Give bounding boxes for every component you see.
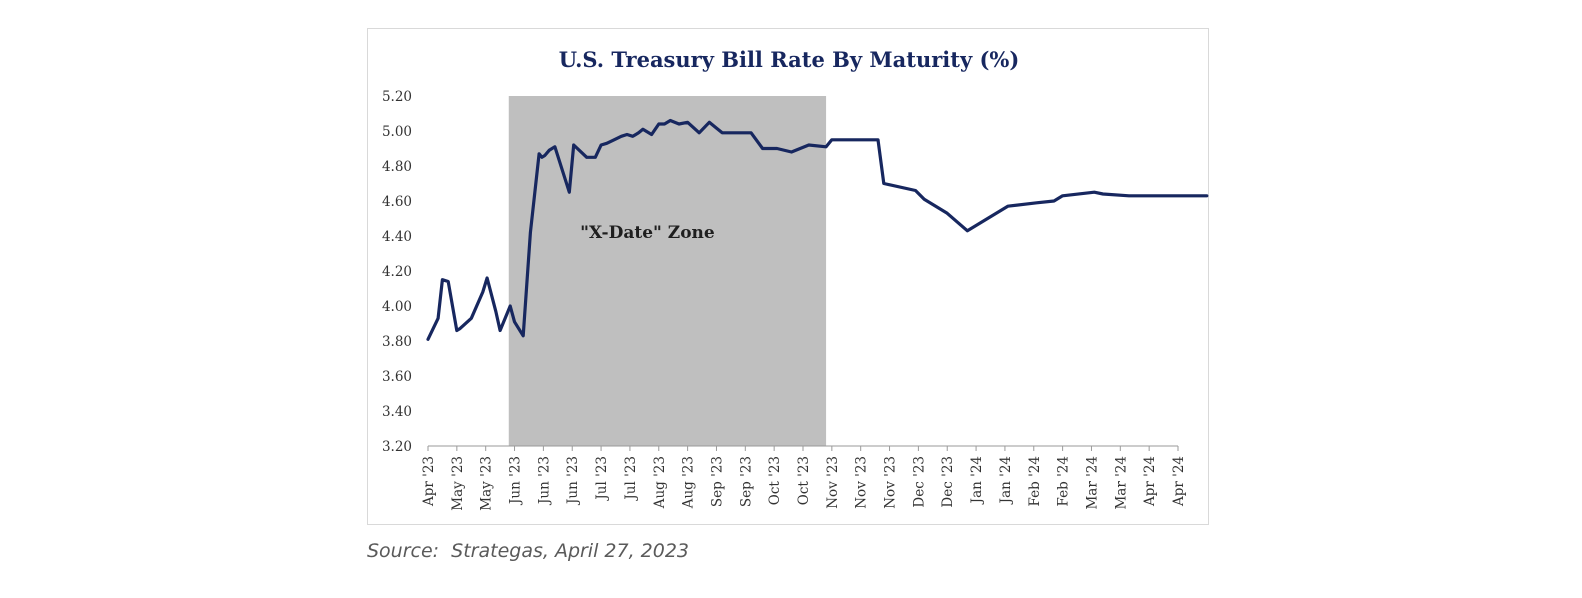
- x-tick-label: May '23: [450, 456, 466, 511]
- x-tick-label: Jan '24: [969, 456, 985, 505]
- zone-label: "X-Date" Zone: [580, 223, 715, 243]
- x-tick-label: Oct '23: [796, 456, 812, 505]
- x-tick-label: Jan '24: [998, 456, 1014, 505]
- chart-title: U.S. Treasury Bill Rate By Maturity (%): [559, 47, 1020, 72]
- x-tick-label: Jul '23: [594, 456, 610, 502]
- x-tick-label: Jul '23: [623, 456, 639, 502]
- x-tick-label: Dec '23: [911, 456, 927, 508]
- y-tick-label: 3.40: [382, 404, 412, 420]
- y-tick-label: 4.20: [382, 264, 412, 280]
- x-tick-label: Nov '23: [825, 456, 841, 509]
- x-tick-label: Mar '24: [1084, 456, 1100, 510]
- chart-frame: "X-Date" Zone U.S. Treasury Bill Rate By…: [367, 28, 1209, 525]
- source-note: Source: Strategas, April 27, 2023: [367, 540, 690, 562]
- series-line: [426, 118, 1209, 341]
- x-tick-label: Nov '23: [854, 456, 870, 509]
- x-tick-label: Sep '23: [738, 456, 754, 507]
- y-tick-label: 4.60: [382, 194, 412, 210]
- x-tick-label: Oct '23: [767, 456, 783, 505]
- y-tick-label: 3.80: [382, 334, 412, 350]
- chart-svg: "X-Date" Zone U.S. Treasury Bill Rate By…: [382, 47, 1209, 511]
- y-tick-label: 4.80: [382, 159, 412, 175]
- x-tick-label: Apr '24: [1142, 456, 1158, 507]
- x-tick-label: Feb '24: [1027, 456, 1043, 506]
- x-tick-label: Aug '23: [681, 456, 697, 509]
- x-tick-label: Apr '24: [1171, 456, 1187, 507]
- x-axis: Apr '23 May '23 May '23 Jun '23 Jun '23 Jun '…: [421, 445, 1187, 511]
- x-tick-label: Sep '23: [709, 456, 725, 507]
- y-tick-label: 5.00: [382, 124, 412, 140]
- x-tick-label: Nov '23: [883, 456, 899, 509]
- y-tick-label: 5.20: [382, 89, 412, 105]
- x-tick-label: Jun '23: [565, 456, 581, 506]
- x-tick-label: Apr '23: [421, 456, 437, 507]
- x-tick-label: Jun '23: [508, 456, 524, 506]
- x-date-zone: [508, 96, 827, 446]
- y-tick-label: 3.20: [382, 439, 412, 455]
- x-tick-label: Aug '23: [652, 456, 668, 509]
- x-tick-label: May '23: [479, 456, 495, 511]
- x-tick-label: Feb '24: [1056, 456, 1072, 506]
- y-tick-label: 4.40: [382, 229, 412, 245]
- x-tick-label: Jun '23: [536, 456, 552, 506]
- x-tick-label: Dec '23: [940, 456, 956, 508]
- y-tick-label: 4.00: [382, 299, 412, 315]
- y-tick-label: 3.60: [382, 369, 412, 385]
- x-tick-label: Mar '24: [1113, 456, 1129, 510]
- y-axis: 3.20 3.40 3.60 3.80 4.00 4.20 4.40 4.60 4.80 5.00…: [382, 89, 412, 455]
